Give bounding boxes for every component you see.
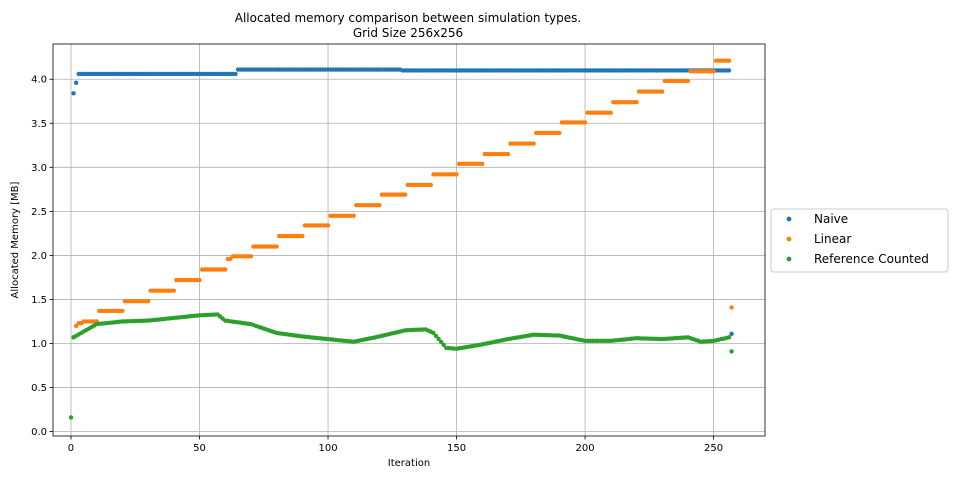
- data-point-linear: [325, 223, 331, 228]
- chart-subtitle: Grid Size 256x256: [353, 26, 463, 40]
- y-axis-label: Allocated Memory [MB]: [10, 181, 21, 298]
- data-point-linear: [582, 120, 588, 125]
- data-point-linear: [531, 141, 536, 146]
- data-point-linear: [480, 161, 485, 167]
- y-tick-label: 0.0: [31, 427, 47, 438]
- data-point-reference-counted: [433, 333, 439, 339]
- legend: Naive Linear Reference Counted: [770, 208, 949, 273]
- data-point-reference-counted: [726, 335, 732, 340]
- legend-box: [770, 208, 949, 273]
- data-point-linear: [351, 213, 356, 218]
- data-point-naive: [233, 71, 238, 77]
- x-tick-label: 150: [447, 443, 466, 454]
- data-point-linear: [197, 277, 202, 283]
- ticks: 0 50 100 150 200 250 0.0 0.5 1.0 1.5 2.0 2.5 3.0 3.5 4…: [31, 75, 723, 454]
- data-point-linear: [171, 288, 177, 293]
- x-tick-label: 100: [318, 443, 337, 454]
- x-tick-label: 50: [193, 443, 206, 454]
- data-points: [68, 58, 734, 420]
- y-tick-label: 1.5: [31, 295, 47, 306]
- data-point-reference-counted: [438, 339, 444, 345]
- data-point-naive: [73, 80, 79, 85]
- data-point-reference-counted: [729, 349, 734, 354]
- legend-label-reference-counted: Reference Counted: [814, 252, 929, 266]
- x-tick-label: 0: [68, 443, 74, 454]
- y-tick-label: 0.5: [31, 383, 47, 394]
- y-tick-label: 1.0: [31, 339, 47, 350]
- legend-label-linear: Linear: [814, 232, 851, 246]
- data-point-linear: [659, 89, 665, 94]
- data-point-linear: [634, 99, 639, 105]
- grid: [53, 44, 765, 436]
- chart-title: Allocated memory comparison between simu…: [235, 11, 581, 25]
- y-tick-label: 2.0: [31, 251, 47, 262]
- data-point-linear: [729, 305, 734, 310]
- data-point-linear: [248, 254, 254, 259]
- y-tick-label: 4.0: [31, 75, 47, 86]
- data-point-linear: [557, 130, 562, 136]
- data-point-linear: [726, 58, 732, 63]
- data-point-naive: [71, 91, 76, 96]
- data-point-linear: [377, 203, 382, 208]
- data-point-reference-counted: [68, 415, 74, 420]
- x-tick-label: 200: [576, 443, 595, 454]
- legend-marker-naive: [786, 216, 792, 222]
- data-point-reference-counted: [431, 330, 436, 336]
- legend-marker-reference-counted: [786, 256, 792, 262]
- data-point-linear: [402, 192, 408, 197]
- x-tick-label: 250: [704, 443, 723, 454]
- data-point-linear: [300, 233, 305, 239]
- data-point-linear: [223, 267, 228, 272]
- data-point-linear: [428, 182, 434, 188]
- data-point-linear: [685, 78, 691, 84]
- y-tick-label: 3.0: [31, 163, 47, 174]
- data-point-linear: [274, 244, 279, 249]
- data-point-linear: [608, 110, 613, 115]
- y-tick-label: 2.5: [31, 207, 47, 218]
- plot-frame: [52, 43, 766, 437]
- x-axis-label: Iteration: [388, 458, 430, 469]
- data-point-linear: [120, 308, 125, 314]
- data-point-naive: [726, 68, 732, 73]
- data-point-linear: [711, 69, 716, 74]
- data-point-linear: [505, 151, 511, 157]
- y-tick-label: 3.5: [31, 119, 47, 130]
- data-point-reference-counted: [436, 336, 441, 342]
- data-point-linear: [145, 299, 151, 304]
- data-point-linear: [454, 172, 459, 177]
- legend-marker-linear: [786, 236, 792, 242]
- legend-label-naive: Naive: [814, 212, 848, 226]
- data-point-reference-counted: [441, 342, 446, 348]
- data-point-naive: [729, 331, 734, 337]
